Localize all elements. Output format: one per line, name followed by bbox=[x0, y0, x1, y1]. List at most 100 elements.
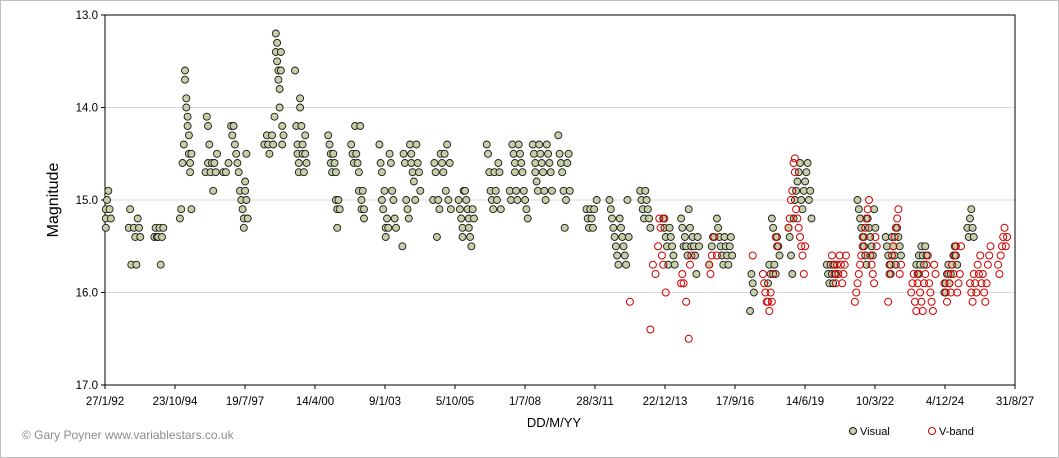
legend-v-band-label: V-band bbox=[939, 426, 974, 438]
visual-point bbox=[186, 159, 195, 167]
x-tick-label: 28/3/11 bbox=[576, 396, 614, 408]
v-band-point bbox=[980, 288, 989, 297]
v-band-point bbox=[928, 307, 937, 315]
x-tick-label: 17/9/16 bbox=[716, 396, 754, 408]
visual-point bbox=[357, 196, 366, 204]
visual-point bbox=[748, 279, 757, 288]
visual-point bbox=[509, 149, 518, 158]
v-band-point bbox=[852, 288, 861, 297]
legend-visual-marker bbox=[849, 427, 857, 435]
v-band-point bbox=[884, 297, 893, 306]
visual-point bbox=[461, 186, 469, 195]
v-band-point bbox=[765, 307, 774, 315]
v-band-point bbox=[966, 279, 974, 288]
v-band-point bbox=[967, 288, 976, 297]
v-band-point bbox=[917, 297, 926, 306]
visual-point bbox=[494, 159, 503, 167]
v-band-point bbox=[784, 223, 793, 232]
v-band-point bbox=[840, 260, 849, 269]
visual-point bbox=[233, 159, 242, 167]
v-band-point bbox=[861, 223, 870, 232]
visual-point bbox=[431, 168, 440, 177]
v-band-point bbox=[927, 297, 936, 306]
visual-point bbox=[771, 270, 780, 278]
visual-point bbox=[544, 149, 553, 158]
v-band-point bbox=[771, 233, 780, 241]
v-band-point bbox=[760, 279, 769, 288]
visual-point bbox=[399, 149, 408, 158]
visual-point bbox=[412, 140, 421, 149]
visual-point bbox=[531, 159, 540, 167]
visual-point bbox=[389, 196, 398, 204]
visual-point bbox=[275, 85, 284, 93]
visual-point bbox=[241, 177, 250, 186]
visual-point bbox=[105, 205, 114, 214]
visual-point bbox=[230, 140, 239, 149]
visual-point bbox=[241, 186, 250, 195]
v-band-point bbox=[911, 297, 919, 306]
v-band-point bbox=[858, 242, 867, 251]
visual-point bbox=[443, 140, 452, 149]
v-band-point bbox=[897, 260, 905, 269]
v-band-point bbox=[758, 270, 767, 278]
visual-point bbox=[177, 205, 186, 214]
visual-point bbox=[210, 159, 219, 167]
visual-point bbox=[622, 260, 631, 269]
visual-point bbox=[213, 149, 221, 158]
v-band-point bbox=[857, 251, 866, 260]
visual-point bbox=[895, 242, 904, 251]
v-band-point bbox=[974, 270, 983, 278]
visual-point bbox=[747, 270, 756, 278]
visual-point bbox=[381, 233, 390, 241]
visual-point bbox=[531, 168, 540, 177]
visual-point bbox=[352, 149, 361, 158]
visual-point bbox=[642, 196, 651, 204]
v-band-point bbox=[769, 270, 778, 278]
series-v-band bbox=[625, 154, 1012, 343]
v-band-point bbox=[850, 297, 859, 306]
visual-point bbox=[536, 149, 545, 158]
v-band-point bbox=[954, 279, 963, 288]
visual-point bbox=[806, 186, 815, 195]
v-band-point bbox=[986, 242, 995, 251]
v-band-point bbox=[766, 288, 775, 297]
visual-point bbox=[870, 205, 879, 214]
visual-point bbox=[677, 214, 686, 223]
visual-point bbox=[610, 233, 619, 241]
v-band-point bbox=[625, 297, 634, 306]
visual-point bbox=[415, 168, 423, 177]
v-band-point bbox=[995, 270, 1004, 278]
visual-point bbox=[726, 233, 735, 241]
visual-point bbox=[239, 223, 248, 232]
visual-point bbox=[609, 223, 618, 232]
v-band-point bbox=[827, 251, 836, 260]
visual-point bbox=[749, 288, 758, 297]
v-band-point bbox=[787, 196, 795, 204]
v-band-point bbox=[679, 279, 688, 288]
visual-point bbox=[712, 214, 721, 223]
visual-point bbox=[868, 251, 877, 260]
visual-point bbox=[542, 140, 551, 149]
v-band-point bbox=[957, 242, 965, 251]
v-band-point bbox=[949, 270, 958, 278]
x-tick-label: 4/12/24 bbox=[926, 396, 965, 408]
v-band-point bbox=[921, 270, 930, 278]
visual-point bbox=[103, 196, 111, 204]
v-band-point bbox=[891, 223, 900, 232]
visual-point bbox=[853, 196, 862, 204]
y-tick-label: 13.0 bbox=[76, 10, 98, 22]
visual-point bbox=[186, 168, 195, 177]
visual-point bbox=[470, 214, 478, 223]
v-band-point bbox=[981, 297, 990, 306]
visual-point bbox=[788, 270, 797, 278]
visual-point bbox=[666, 233, 675, 241]
visual-point bbox=[159, 223, 168, 232]
visual-point bbox=[278, 122, 287, 130]
v-band-point bbox=[785, 214, 794, 223]
v-band-point bbox=[833, 260, 841, 269]
y-tick-label: 15.0 bbox=[76, 195, 98, 207]
y-tick-label: 16.0 bbox=[76, 288, 98, 300]
copyright-credit: © Gary Poyner www.variablestars.co.uk bbox=[22, 428, 234, 442]
visual-point bbox=[545, 159, 554, 167]
v-band-point bbox=[684, 334, 693, 343]
